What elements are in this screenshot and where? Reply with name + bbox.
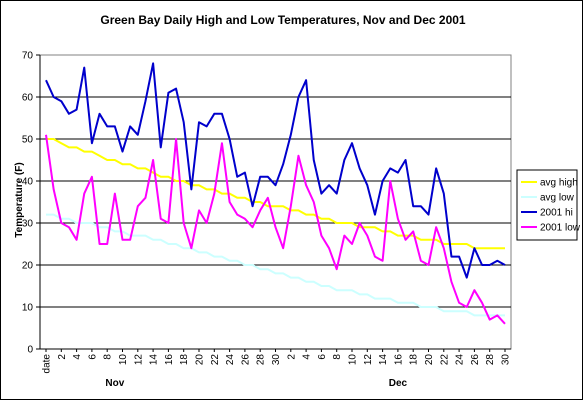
y-tick-label: 10: [22, 303, 34, 314]
legend-label: 2001 low: [540, 223, 581, 234]
x-tick-label: 12: [363, 354, 374, 366]
y-tick-label: 60: [22, 93, 34, 104]
series-line-avg-high: [46, 138, 505, 250]
x-tick-label: 18: [179, 354, 190, 366]
x-tick-label: 6: [317, 354, 328, 360]
x-tick-label: 2: [286, 354, 297, 360]
x-tick-label: 18: [409, 354, 420, 366]
y-tick-label: 30: [22, 219, 34, 230]
x-tick-label: 10: [348, 354, 359, 366]
x-tick-label: 20: [424, 354, 435, 366]
legend-label: avg high: [540, 178, 578, 189]
x-tick-label: 4: [302, 354, 313, 360]
x-tick-label: date: [42, 354, 53, 374]
x-tick-label: 2: [57, 354, 68, 360]
x-tick-label: 16: [393, 354, 404, 366]
x-tick-label: 20: [195, 354, 206, 366]
chart-title: Green Bay Daily High and Low Temperature…: [100, 13, 466, 27]
y-tick-label: 0: [27, 345, 33, 356]
plot-area: [39, 54, 512, 350]
y-tick-label: 50: [22, 135, 34, 146]
x-tick-label: 8: [103, 354, 114, 360]
x-tick-label: 30: [501, 354, 512, 366]
x-tick-label: 14: [378, 354, 389, 366]
x-tick-label: 22: [439, 354, 450, 366]
month-label: Dec: [389, 378, 408, 389]
x-tick-label: 24: [455, 354, 466, 366]
x-tick-label: 12: [133, 354, 144, 366]
series-lines: [45, 62, 506, 325]
series-line-2001-low: [45, 134, 506, 325]
x-tick-label: 28: [485, 354, 496, 366]
x-tick-label: 16: [164, 354, 175, 366]
y-axis-label: Temperature (F): [14, 162, 25, 237]
legend: avg high avg low 2001 hi 2001 low: [516, 169, 581, 241]
x-tick-label: 26: [240, 354, 251, 366]
x-tick-label: 26: [470, 354, 481, 366]
x-tick-label: 30: [271, 354, 282, 366]
x-tick-label: 4: [72, 354, 83, 360]
series-line-2001-hi: [45, 62, 506, 279]
x-tick-label: 6: [87, 354, 98, 360]
y-tick-label: 40: [22, 177, 34, 188]
x-tick-label: 10: [118, 354, 129, 366]
series-line-avg-low: [46, 213, 505, 317]
month-label: Nov: [105, 378, 124, 389]
x-tick-label: 28: [256, 354, 267, 366]
y-tick-label: 20: [22, 261, 34, 272]
y-tick-label: 70: [22, 51, 34, 62]
x-tick-label: 8: [332, 354, 343, 360]
x-tick-label: 22: [210, 354, 221, 366]
x-tick-label: 24: [225, 354, 236, 366]
x-tick-label: 14: [149, 354, 160, 366]
legend-label: 2001 hi: [540, 208, 573, 219]
legend-label: avg low: [540, 193, 575, 204]
